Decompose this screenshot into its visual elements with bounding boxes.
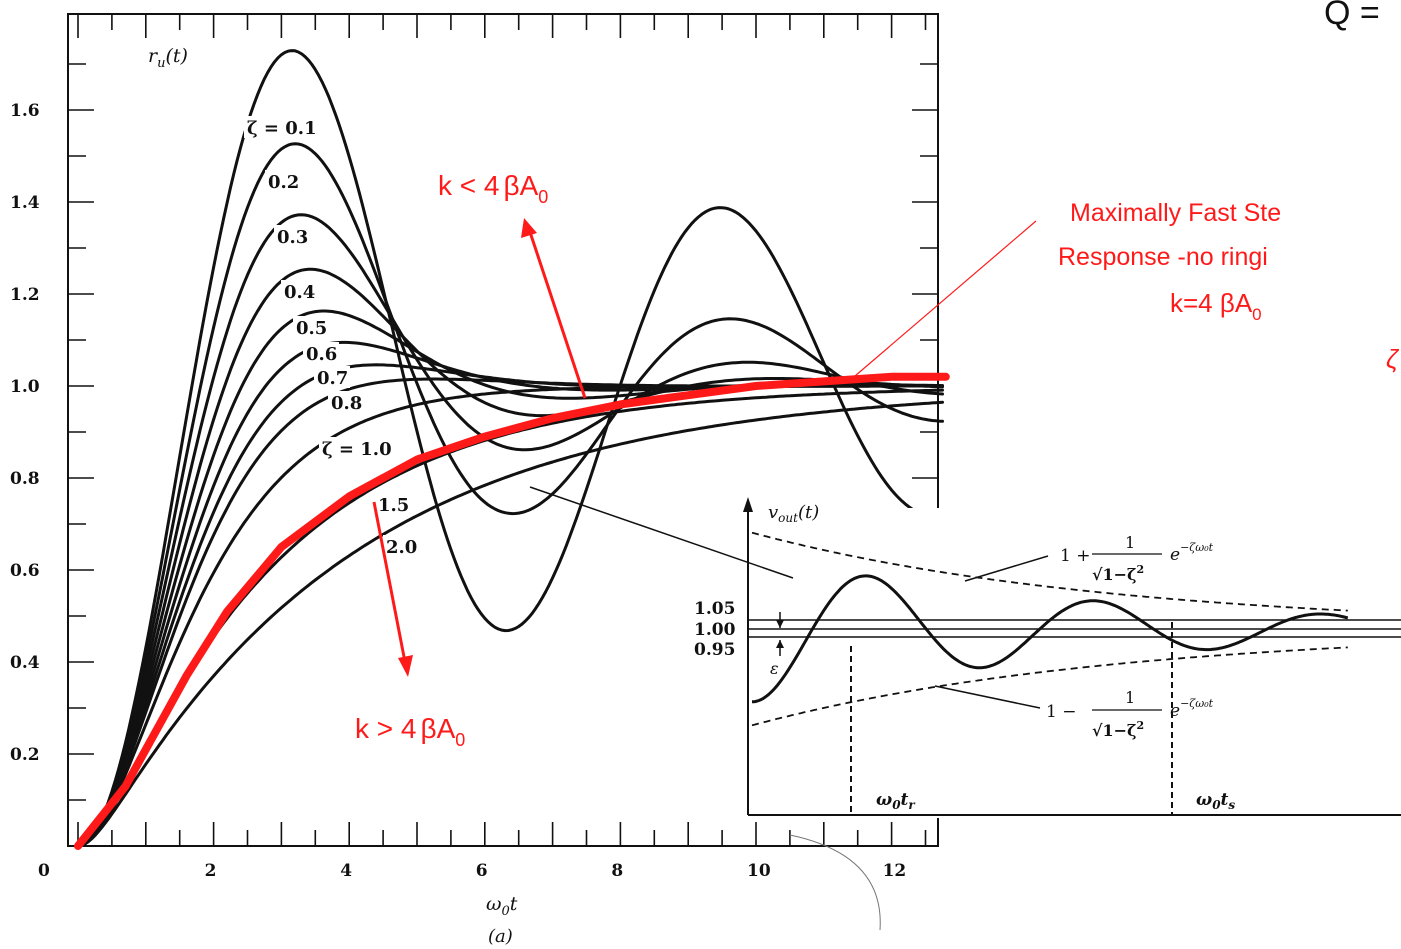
inset-level-labels: 1.051.000.95 xyxy=(694,599,736,660)
x-tick-label: 12 xyxy=(883,861,907,881)
label-k-less: k < 4 βA0 xyxy=(438,170,548,207)
highlight-curve-critical xyxy=(74,372,950,850)
label-k-greater: k > 4 βA0 xyxy=(355,713,465,750)
y-tick-label: 0.8 xyxy=(10,469,40,489)
x-tick-label: 0 xyxy=(38,861,50,881)
damping-curve xyxy=(76,142,944,848)
curve-label-bg xyxy=(274,225,310,247)
curve-label-bg xyxy=(328,391,364,413)
damping-curve xyxy=(76,400,944,848)
y-tick-labels: 0.2 0.4 0.6 0.8 1.0 1.2 1.4 1.6 xyxy=(10,101,40,765)
figure-caption: (a) xyxy=(488,926,513,947)
label-max-fast-1: Maximally Fast Ste xyxy=(1070,199,1281,227)
x-axis-label: ω0t xyxy=(486,893,518,919)
damping-curve xyxy=(76,49,944,848)
upper-envelope-formula: 1 + 1 √1−ζ2 e−ζω₀t xyxy=(1060,533,1214,584)
curve-label-bg xyxy=(375,493,411,515)
damping-curve xyxy=(76,267,944,848)
lower-envelope-formula: 1 − 1 √1−ζ2 e−ζω₀t xyxy=(1046,688,1214,740)
upper-envelope-leader xyxy=(964,555,1049,582)
curve-label: 2.0 xyxy=(386,537,417,558)
curve-label-bg xyxy=(303,342,339,364)
svg-text:√1−ζ2: √1−ζ2 xyxy=(1092,563,1144,584)
y-tick-label: 1.0 xyxy=(10,377,40,397)
x-tick-label: 2 xyxy=(205,861,217,881)
y-axis-label: ru(t) xyxy=(148,45,188,71)
settling-time-label: ω0ts xyxy=(1196,790,1235,812)
curve-label-bg xyxy=(319,437,395,459)
scan-artifact-curve xyxy=(789,834,881,931)
inset-background xyxy=(746,508,1401,818)
arrow-k-greater xyxy=(372,501,413,677)
epsilon-label: ε xyxy=(770,659,779,678)
lower-envelope-leader xyxy=(934,685,1041,709)
x-tick-label: 4 xyxy=(340,861,352,881)
inset-callout-line xyxy=(529,486,794,579)
y-tick-label: 0.4 xyxy=(10,653,40,673)
x-tick-labels: 0 2 4 6 8 10 12 xyxy=(38,861,906,881)
x-tick-label: 8 xyxy=(611,861,623,881)
curve-label-bg xyxy=(293,316,329,338)
y-tick-label: 1.6 xyxy=(10,101,40,121)
x-tick-label: 10 xyxy=(747,861,771,881)
y-tick-label: 0.2 xyxy=(10,745,40,765)
top-right-fragment: Q = xyxy=(1324,0,1380,32)
curve-label: ζ = 0.1 xyxy=(247,118,317,139)
inset-level-label: 1.05 xyxy=(694,599,735,619)
svg-text:√1−ζ2: √1−ζ2 xyxy=(1092,719,1144,740)
epsilon-arrowhead-top xyxy=(776,620,784,628)
arrow-k-less xyxy=(521,218,587,399)
svg-text:1 −: 1 − xyxy=(1046,702,1076,722)
label-k-equal: k=4 βA0 xyxy=(1170,288,1262,324)
curve-label-bg xyxy=(281,280,317,302)
curve-label: 0.4 xyxy=(284,282,315,303)
y-tick-label: 1.2 xyxy=(10,285,40,305)
curve-label: 0.5 xyxy=(296,318,327,339)
svg-text:1 +: 1 + xyxy=(1060,546,1090,566)
inset-step-response: vout(t) 1.051.000.95 ε ω0tr ω0ts 1 + 1 √… xyxy=(694,497,1401,818)
curve-label: 0.2 xyxy=(268,172,299,193)
svg-text:1: 1 xyxy=(1125,533,1135,552)
rise-time-label: ω0tr xyxy=(876,790,916,812)
main-plot-frame xyxy=(67,13,939,847)
svg-text:1: 1 xyxy=(1125,688,1135,707)
y-tick-label: 0.6 xyxy=(10,561,40,581)
y-tick-label: 1.4 xyxy=(10,193,40,213)
leader-line-max-fast xyxy=(854,220,1037,377)
x-tick-label: 6 xyxy=(476,861,488,881)
damping-curve xyxy=(76,213,944,848)
inset-level-label: 1.00 xyxy=(694,620,736,640)
lower-envelope xyxy=(751,646,1348,727)
inset-y-label: vout(t) xyxy=(768,502,819,525)
label-max-fast-2: Response -no ringi xyxy=(1058,243,1268,271)
inset-level-label: 0.95 xyxy=(694,640,735,660)
epsilon-arrowhead-bottom xyxy=(776,640,784,648)
curve-label: 1.5 xyxy=(378,495,409,516)
curve-label-bg xyxy=(244,116,320,138)
curve-label: ζ = 1.0 xyxy=(322,439,392,460)
inset-step-curve xyxy=(752,574,1349,704)
curve-label: 0.3 xyxy=(277,227,308,248)
curve-label: 0.7 xyxy=(317,368,348,389)
curve-label-bg xyxy=(314,366,350,388)
curve-label: 0.6 xyxy=(306,344,337,365)
zeta-fragment: ζ xyxy=(1386,344,1400,374)
curve-label-bg xyxy=(265,170,301,192)
upper-envelope xyxy=(751,531,1348,612)
curve-labels: ζ = 0.1 0.2 0.3 0.4 0.5 0.6 0.7 0.8 ζ = 1.0 1.5 2.… xyxy=(244,116,419,558)
inset-y-arrow xyxy=(743,497,753,512)
curve-label: 0.8 xyxy=(331,393,362,414)
curve-label-bg xyxy=(383,535,419,557)
